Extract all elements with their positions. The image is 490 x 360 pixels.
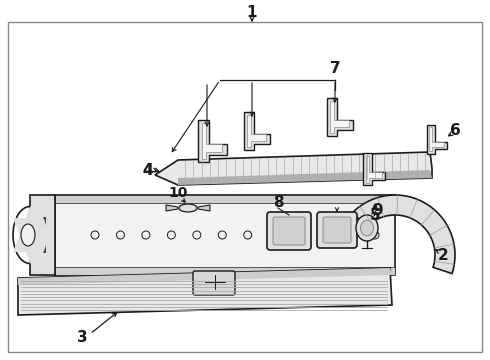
Polygon shape xyxy=(366,156,382,183)
Polygon shape xyxy=(18,268,392,315)
Bar xyxy=(55,195,395,203)
Polygon shape xyxy=(30,195,55,275)
Polygon shape xyxy=(198,205,210,211)
Polygon shape xyxy=(427,125,446,153)
Ellipse shape xyxy=(361,220,373,236)
Text: 4: 4 xyxy=(143,162,153,177)
Polygon shape xyxy=(178,170,432,185)
Polygon shape xyxy=(429,127,443,151)
Ellipse shape xyxy=(356,215,378,241)
Text: 3: 3 xyxy=(77,330,87,346)
FancyBboxPatch shape xyxy=(273,217,305,245)
Polygon shape xyxy=(155,152,432,185)
Text: 4: 4 xyxy=(143,162,153,177)
Polygon shape xyxy=(327,98,353,136)
Polygon shape xyxy=(247,115,266,147)
Text: 2: 2 xyxy=(438,248,448,262)
FancyBboxPatch shape xyxy=(193,271,235,295)
Polygon shape xyxy=(330,101,349,133)
FancyBboxPatch shape xyxy=(317,212,357,248)
Polygon shape xyxy=(353,195,455,274)
Text: 7: 7 xyxy=(330,60,341,76)
Text: 8: 8 xyxy=(273,194,283,210)
Polygon shape xyxy=(363,153,385,185)
Polygon shape xyxy=(198,120,227,162)
Polygon shape xyxy=(166,205,178,211)
FancyBboxPatch shape xyxy=(323,217,351,243)
FancyBboxPatch shape xyxy=(267,212,311,250)
Text: 6: 6 xyxy=(450,122,461,138)
Polygon shape xyxy=(201,123,222,158)
Polygon shape xyxy=(244,112,270,150)
Ellipse shape xyxy=(21,224,35,246)
Text: 1: 1 xyxy=(247,5,257,19)
Polygon shape xyxy=(18,268,392,285)
Polygon shape xyxy=(13,207,47,264)
Text: 5: 5 xyxy=(369,207,380,222)
Bar xyxy=(55,195,395,275)
Bar xyxy=(55,267,395,275)
Text: 9: 9 xyxy=(373,202,383,217)
Text: 10: 10 xyxy=(168,186,188,200)
Ellipse shape xyxy=(179,204,197,212)
